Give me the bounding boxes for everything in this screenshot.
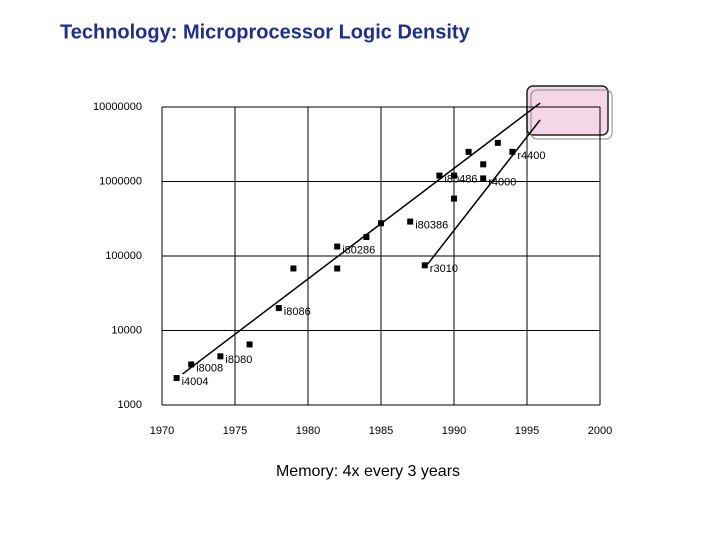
x-tick-label: 1980: [296, 425, 320, 437]
marker: [334, 243, 341, 250]
point-label: i80286: [342, 244, 375, 256]
point-label: i8086: [284, 306, 311, 318]
point-label: r3010: [430, 263, 458, 275]
point-label: r4400: [517, 150, 545, 162]
x-tick-label: 1975: [223, 425, 247, 437]
caption: Memory: 4x every 3 years: [276, 463, 460, 480]
highlight-box: [526, 85, 609, 136]
y-tick-label: 10000000: [93, 101, 142, 113]
marker: [509, 148, 516, 155]
trend-line: [427, 119, 541, 265]
point-label: i80386: [415, 219, 448, 231]
x-tick-label: 1970: [150, 425, 174, 437]
y-tick-label: 100000: [105, 250, 142, 262]
point-label: i4004: [182, 376, 209, 388]
y-tick-label: 1000: [118, 399, 142, 411]
marker: [407, 218, 414, 225]
point-label: i8008: [196, 362, 223, 374]
highlight-shadow: [530, 89, 613, 140]
marker: [173, 375, 180, 382]
x-tick-label: 2000: [588, 425, 612, 437]
marker: [246, 341, 253, 348]
marker: [465, 148, 472, 155]
y-tick-label: 1000000: [99, 175, 142, 187]
marker: [421, 262, 428, 269]
marker: [480, 161, 487, 168]
marker: [451, 195, 457, 202]
point-label: i80486: [444, 174, 477, 186]
marker: [436, 172, 443, 179]
marker: [217, 353, 224, 360]
marker: [334, 265, 341, 272]
marker: [275, 305, 282, 312]
x-tick-label: 1995: [515, 425, 539, 437]
trend-line: [181, 102, 541, 375]
point-label: i8080: [225, 354, 252, 366]
marker: [494, 139, 501, 146]
x-tick-label: 1990: [442, 425, 466, 437]
marker: [290, 265, 297, 272]
marker: [451, 172, 457, 179]
chart-title: Technology: Microprocessor Logic Density: [60, 21, 471, 43]
y-tick-label: 10000: [111, 324, 142, 336]
marker: [363, 233, 370, 240]
marker: [480, 175, 487, 182]
marker: [188, 361, 195, 368]
x-tick-label: 1985: [369, 425, 393, 437]
point-label: r4000: [488, 176, 516, 188]
